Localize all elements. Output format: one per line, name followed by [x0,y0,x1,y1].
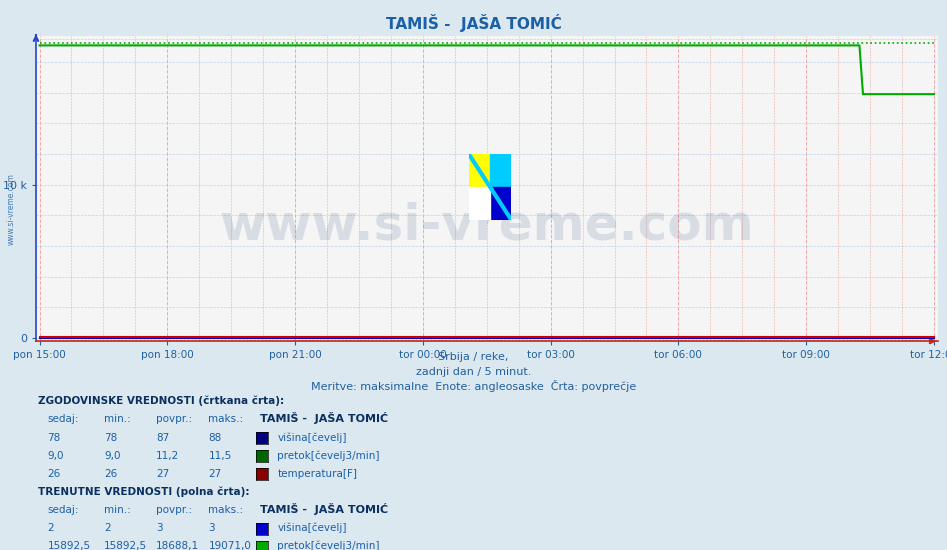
Text: 15892,5: 15892,5 [47,541,91,550]
Bar [491,187,511,220]
Text: višina[čevelj]: višina[čevelj] [277,432,347,443]
Text: 26: 26 [104,469,117,479]
Text: Srbija / reke,: Srbija / reke, [438,352,509,362]
Text: 27: 27 [156,469,170,479]
Text: maks.:: maks.: [208,414,243,425]
Text: ZGODOVINSKE VREDNOSTI (črtkana črta):: ZGODOVINSKE VREDNOSTI (črtkana črta): [38,396,284,406]
Text: min.:: min.: [104,414,131,425]
Text: 19071,0: 19071,0 [208,541,251,550]
Text: www.si-vreme.com: www.si-vreme.com [7,173,16,245]
Text: TAMIŠ -  JAŠA TOMIĆ: TAMIŠ - JAŠA TOMIĆ [260,412,388,425]
Text: maks.:: maks.: [208,505,243,515]
Text: višina[čevelj]: višina[čevelj] [277,523,347,534]
Text: 2: 2 [47,523,54,534]
Text: TAMIŠ -  JAŠA TOMIĆ: TAMIŠ - JAŠA TOMIĆ [385,14,562,32]
Text: TAMIŠ -  JAŠA TOMIĆ: TAMIŠ - JAŠA TOMIĆ [260,503,388,515]
Bar [491,154,511,187]
Text: www.si-vreme.com: www.si-vreme.com [220,201,754,249]
Text: povpr.:: povpr.: [156,414,192,425]
Text: sedaj:: sedaj: [47,505,79,515]
Text: 78: 78 [47,432,61,443]
Text: 3: 3 [156,523,163,534]
Text: TRENUTNE VREDNOSTI (polna črta):: TRENUTNE VREDNOSTI (polna črta): [38,487,249,497]
Text: 26: 26 [47,469,61,479]
Text: 9,0: 9,0 [47,450,63,461]
Bar [469,187,491,220]
Text: 11,2: 11,2 [156,450,180,461]
Text: sedaj:: sedaj: [47,414,79,425]
Text: 87: 87 [156,432,170,443]
Text: min.:: min.: [104,505,131,515]
Text: 3: 3 [208,523,215,534]
Bar [469,154,491,187]
Text: Meritve: maksimalne  Enote: angleosaske  Črta: povprečje: Meritve: maksimalne Enote: angleosaske Č… [311,380,636,392]
Text: temperatura[F]: temperatura[F] [277,469,357,479]
Text: pretok[čevelj3/min]: pretok[čevelj3/min] [277,541,380,550]
Text: 2: 2 [104,523,111,534]
Text: 27: 27 [208,469,222,479]
Text: 15892,5: 15892,5 [104,541,148,550]
Text: povpr.:: povpr.: [156,505,192,515]
Text: 18688,1: 18688,1 [156,541,200,550]
Text: 78: 78 [104,432,117,443]
Text: 11,5: 11,5 [208,450,232,461]
Text: pretok[čevelj3/min]: pretok[čevelj3/min] [277,450,380,461]
Text: 9,0: 9,0 [104,450,120,461]
Text: zadnji dan / 5 minut.: zadnji dan / 5 minut. [416,367,531,377]
Text: 88: 88 [208,432,222,443]
